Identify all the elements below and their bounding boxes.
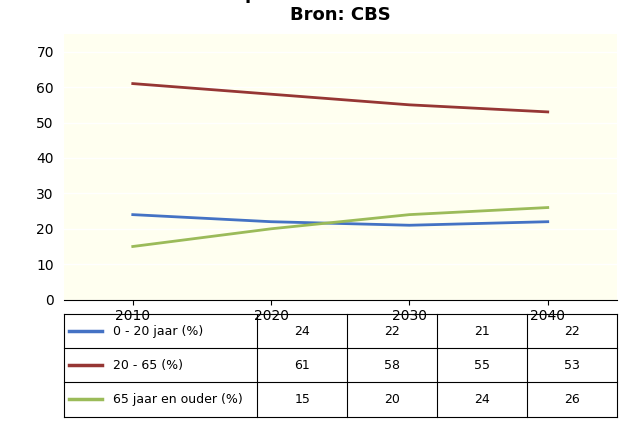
Text: 22: 22 bbox=[384, 325, 400, 338]
Text: 24: 24 bbox=[294, 325, 310, 338]
Text: 15: 15 bbox=[294, 393, 310, 406]
Text: 26: 26 bbox=[564, 393, 580, 406]
Text: 20 - 65 (%): 20 - 65 (%) bbox=[113, 359, 183, 372]
Text: 22: 22 bbox=[564, 325, 580, 338]
Text: 0 - 20 jaar (%): 0 - 20 jaar (%) bbox=[113, 325, 204, 338]
Text: 58: 58 bbox=[384, 359, 400, 372]
Text: 55: 55 bbox=[474, 359, 490, 372]
Text: 53: 53 bbox=[564, 359, 580, 372]
Title: Prognose verdeling leeftijdsgroepen in % van de bevolking,
periode 2010-2030
Bro: Prognose verdeling leeftijdsgroepen in %… bbox=[38, 0, 636, 24]
Text: 20: 20 bbox=[384, 393, 400, 406]
Text: 61: 61 bbox=[294, 359, 310, 372]
Text: 21: 21 bbox=[474, 325, 490, 338]
Text: 24: 24 bbox=[474, 393, 490, 406]
Text: 65 jaar en ouder (%): 65 jaar en ouder (%) bbox=[113, 393, 243, 406]
